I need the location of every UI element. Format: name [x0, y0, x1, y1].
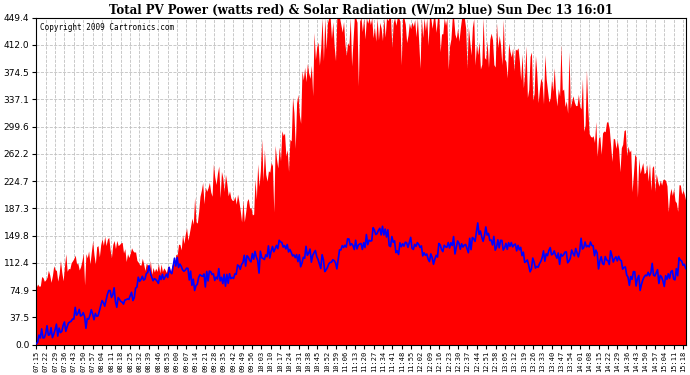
- Title: Total PV Power (watts red) & Solar Radiation (W/m2 blue) Sun Dec 13 16:01: Total PV Power (watts red) & Solar Radia…: [109, 3, 613, 16]
- Text: Copyright 2009 Cartronics.com: Copyright 2009 Cartronics.com: [39, 22, 174, 32]
